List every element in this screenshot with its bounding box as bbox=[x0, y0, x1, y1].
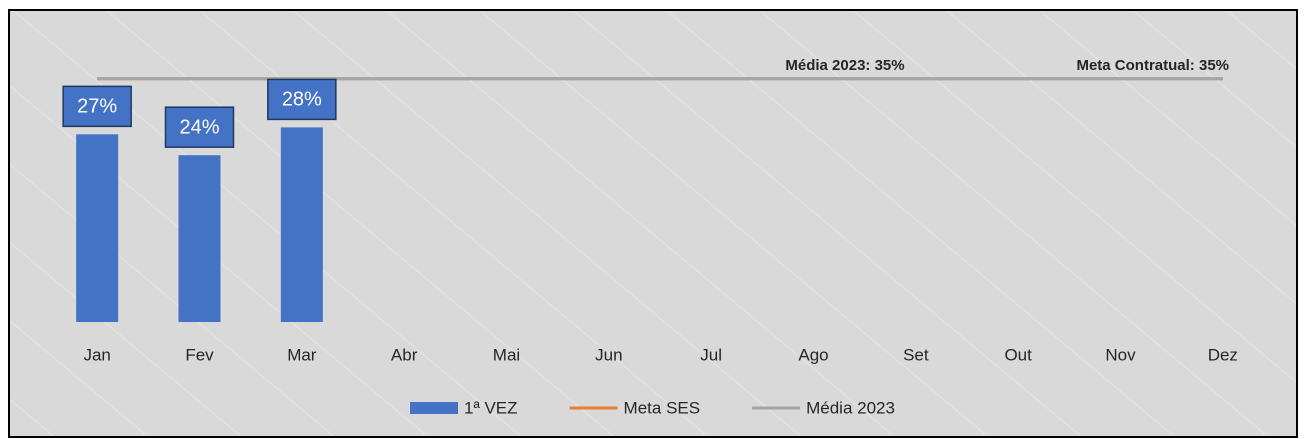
data-label-box bbox=[164, 106, 235, 148]
annotation: Média 2023: 35% bbox=[785, 57, 904, 74]
x-tick-label: Fev bbox=[185, 345, 214, 364]
legend-swatch bbox=[410, 402, 458, 414]
x-tick-label: Ago bbox=[798, 345, 828, 364]
x-tick-label: Nov bbox=[1105, 345, 1136, 364]
data-label: 24% bbox=[179, 116, 219, 138]
data-label-box bbox=[62, 85, 132, 128]
x-tick-label: Jan bbox=[83, 345, 110, 364]
data-label: 27% bbox=[77, 96, 117, 118]
x-tick-label: Jun bbox=[595, 345, 622, 364]
bar bbox=[280, 127, 323, 323]
legend-label: Média 2023 bbox=[806, 398, 895, 417]
x-tick-label: Abr bbox=[391, 345, 418, 364]
x-tick-label: Jul bbox=[700, 345, 722, 364]
legend-label: 1ª VEZ bbox=[464, 398, 518, 417]
data-label-box bbox=[267, 78, 337, 121]
bar bbox=[76, 134, 119, 322]
x-tick-label: Mai bbox=[493, 345, 520, 364]
legend-label: Meta SES bbox=[624, 398, 701, 417]
chart-frame bbox=[8, 9, 1298, 438]
bar bbox=[178, 155, 221, 322]
x-tick-label: Mar bbox=[287, 345, 317, 364]
x-tick-label: Out bbox=[1004, 345, 1032, 364]
data-label: 28% bbox=[282, 89, 322, 111]
x-tick-label: Dez bbox=[1208, 345, 1238, 364]
annotation: Meta Contratual: 35% bbox=[1076, 57, 1229, 74]
x-tick-label: Set bbox=[903, 345, 929, 364]
